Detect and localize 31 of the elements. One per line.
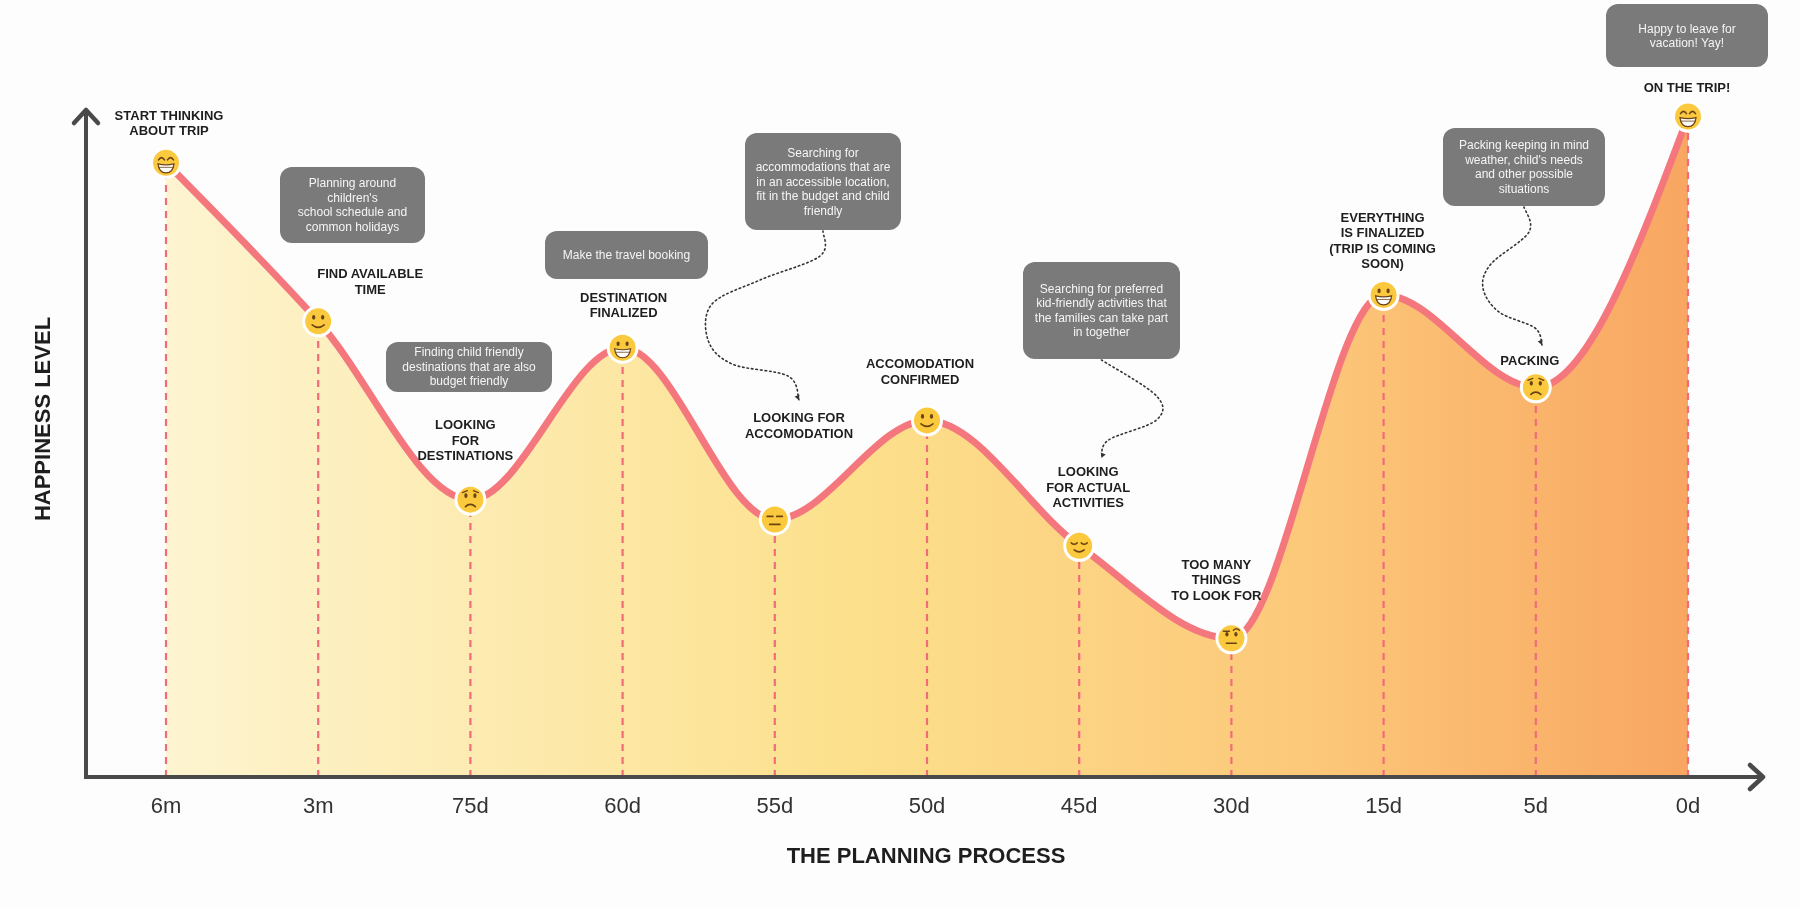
x-tick-label: 5d <box>1523 792 1549 818</box>
x-tick-label: 3m <box>302 792 334 818</box>
annotation: Make the travel booking <box>562 247 691 263</box>
x-axis-title: THE PLANNING PROCESS <box>786 842 1066 868</box>
annotation: FIND AVAILABLE TIME <box>317 266 424 298</box>
annotation: LOOKING FOR ACTUAL ACTIVITIES <box>1046 464 1131 511</box>
annotation: EVERYTHING IS FINALIZED (TRIP IS COMING SOON) <box>1329 209 1436 272</box>
x-tick-label: 55d <box>756 792 794 818</box>
annotation: TOO MANY THINGS TO LOOK FOR <box>1171 556 1262 604</box>
x-tick-label: 75d <box>452 792 489 818</box>
annotation: PACKING <box>1500 352 1560 369</box>
annotation: LOOKING FOR ACCOMODATION <box>744 410 854 441</box>
annotation: Finding child friendly destinations that are also budget friendly <box>402 345 536 389</box>
annotation: DESTINATION FINALIZED <box>580 289 668 321</box>
x-tick-label: 0d <box>1675 792 1701 818</box>
annotation: Planning around children's school schedule and common holidays <box>297 176 408 234</box>
x-tick-label: 45d <box>1060 792 1098 818</box>
x-tick-label: 15d <box>1365 792 1402 818</box>
text: Happy to leave for vacation! Yay! <box>1638 21 1736 50</box>
x-tick-label: 50d <box>908 792 946 818</box>
annotation: Searching for preferred kid-friendly activities that the families can take part in together <box>1034 281 1169 340</box>
annotation: ACCOMODATION CONFIRMED <box>865 356 975 388</box>
x-tick-label: 6m <box>150 792 182 818</box>
x-tick-label: 60d <box>604 792 641 818</box>
annotation: Searching for accommodations that are in an accessible location, fit in the budget and child friendly <box>755 145 891 218</box>
y-axis-title: HAPPINESS LEVEL <box>29 316 55 522</box>
annotation: LOOKING FOR DESTINATIONS <box>417 417 514 464</box>
x-tick-label: 30d <box>1213 792 1250 818</box>
annotation: START THINKING ABOUT TRIP <box>114 107 224 139</box>
annotation: Packing keeping in mind weather, child's needs and other possible situations <box>1458 138 1590 196</box>
annotation: ON THE TRIP! <box>1643 80 1731 96</box>
